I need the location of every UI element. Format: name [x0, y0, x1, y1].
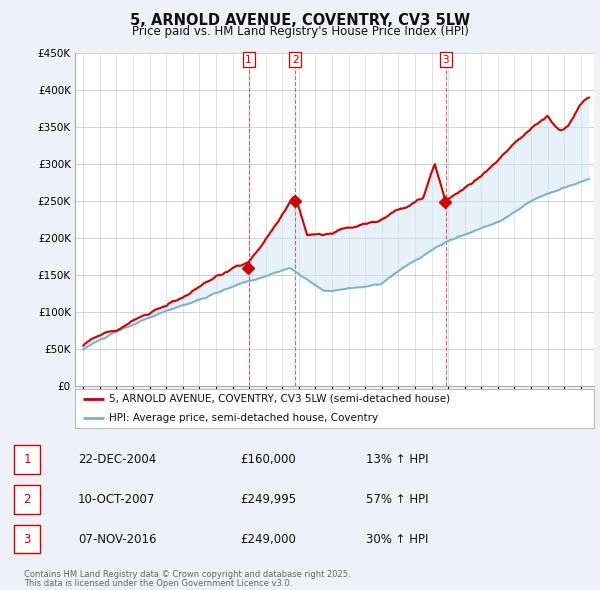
Text: 1: 1	[245, 55, 252, 64]
Text: 13% ↑ HPI: 13% ↑ HPI	[366, 453, 428, 466]
Text: 5, ARNOLD AVENUE, COVENTRY, CV3 5LW (semi-detached house): 5, ARNOLD AVENUE, COVENTRY, CV3 5LW (sem…	[109, 394, 450, 404]
Text: £160,000: £160,000	[240, 453, 296, 466]
FancyBboxPatch shape	[14, 525, 40, 553]
Text: 30% ↑ HPI: 30% ↑ HPI	[366, 533, 428, 546]
Text: 22-DEC-2004: 22-DEC-2004	[78, 453, 156, 466]
Text: 1: 1	[23, 453, 31, 466]
Text: 2: 2	[23, 493, 31, 506]
Text: 3: 3	[23, 533, 31, 546]
Text: £249,000: £249,000	[240, 533, 296, 546]
Text: 57% ↑ HPI: 57% ↑ HPI	[366, 493, 428, 506]
Text: This data is licensed under the Open Government Licence v3.0.: This data is licensed under the Open Gov…	[24, 579, 292, 588]
Text: £249,995: £249,995	[240, 493, 296, 506]
FancyBboxPatch shape	[14, 445, 40, 474]
Text: HPI: Average price, semi-detached house, Coventry: HPI: Average price, semi-detached house,…	[109, 413, 378, 423]
Text: 5, ARNOLD AVENUE, COVENTRY, CV3 5LW: 5, ARNOLD AVENUE, COVENTRY, CV3 5LW	[130, 13, 470, 28]
Text: 10-OCT-2007: 10-OCT-2007	[78, 493, 155, 506]
Text: Price paid vs. HM Land Registry's House Price Index (HPI): Price paid vs. HM Land Registry's House …	[131, 25, 469, 38]
FancyBboxPatch shape	[14, 485, 40, 513]
Text: 2: 2	[292, 55, 299, 64]
Text: Contains HM Land Registry data © Crown copyright and database right 2025.: Contains HM Land Registry data © Crown c…	[24, 569, 350, 579]
Text: 3: 3	[442, 55, 449, 64]
Text: 07-NOV-2016: 07-NOV-2016	[78, 533, 157, 546]
